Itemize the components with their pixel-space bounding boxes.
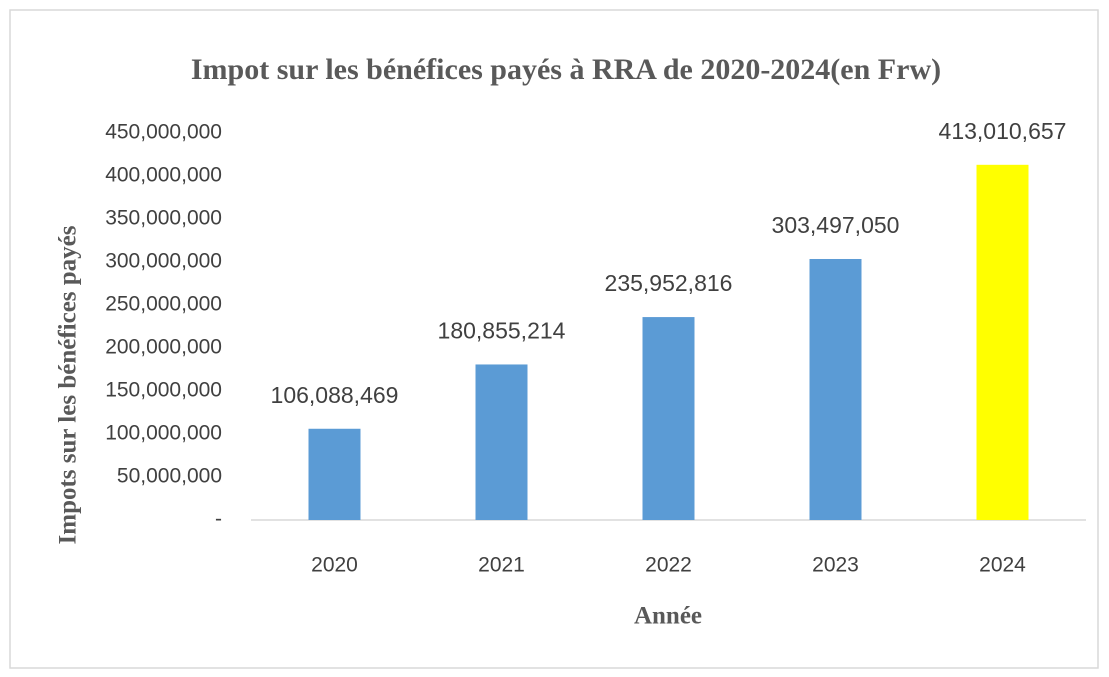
y-tick-label: 50,000,000 [117, 465, 222, 488]
bar [308, 428, 361, 520]
x-tick-label: 2023 [812, 554, 859, 577]
bar [475, 364, 528, 520]
y-tick-label: 350,000,000 [105, 207, 222, 230]
y-tick-label: 150,000,000 [105, 379, 222, 402]
data-label: 303,497,050 [772, 212, 900, 238]
y-tick-label: 400,000,000 [105, 164, 222, 187]
y-axis-label: Impots sur les bénéfices payés [55, 225, 82, 544]
bar [642, 317, 695, 520]
y-tick-label: - [215, 508, 222, 531]
chart-title: Impot sur les bénéfices payés à RRA de 2… [191, 53, 941, 86]
x-axis-label: Année [634, 603, 702, 630]
y-tick-label: 100,000,000 [105, 422, 222, 445]
data-label: 235,952,816 [605, 270, 733, 296]
data-label: 106,088,469 [271, 382, 399, 408]
bar [976, 164, 1029, 520]
chart-border [9, 9, 1099, 669]
x-tick-label: 2022 [645, 554, 692, 577]
x-tick-label: 2024 [979, 554, 1026, 577]
bar [809, 258, 862, 520]
data-label: 413,010,657 [939, 118, 1067, 144]
y-tick-label: 450,000,000 [105, 121, 222, 144]
data-label: 180,855,214 [438, 318, 566, 344]
y-tick-label: 250,000,000 [105, 293, 222, 316]
y-tick-label: 300,000,000 [105, 250, 222, 273]
y-tick-label: 200,000,000 [105, 336, 222, 359]
x-tick-label: 2021 [478, 554, 525, 577]
x-tick-label: 2020 [311, 554, 358, 577]
